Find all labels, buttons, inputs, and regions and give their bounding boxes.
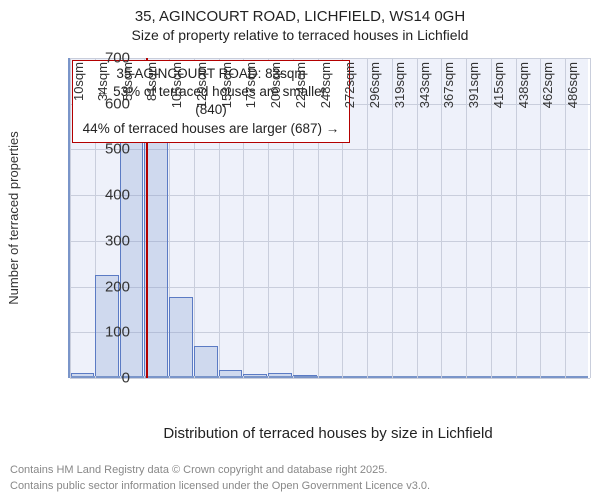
xtick-label: 129sqm	[194, 62, 209, 108]
xtick-label: 10sqm	[71, 62, 86, 101]
xtick-label: 415sqm	[491, 62, 506, 108]
xtick-label: 438sqm	[516, 62, 531, 108]
xtick-label: 343sqm	[417, 62, 432, 108]
xtick-label: 153sqm	[219, 62, 234, 108]
xtick-label: 391sqm	[466, 62, 481, 108]
plot-area: 35 AGINCOURT ROAD: 83sqm ← 53% of terrac…	[68, 58, 588, 378]
ytick-label: 500	[70, 141, 130, 158]
histogram-bar[interactable]	[169, 297, 193, 376]
chart-footer: Contains HM Land Registry data © Crown c…	[10, 463, 430, 494]
histogram-bar[interactable]	[243, 374, 267, 376]
ytick-label: 400	[70, 187, 130, 204]
xtick-label: 248sqm	[318, 62, 333, 108]
histogram-bar[interactable]	[268, 373, 292, 376]
chart-container: 35, AGINCOURT ROAD, LICHFIELD, WS14 0GH …	[0, 0, 600, 500]
annotation-line-larger: 44% of terraced houses are larger (687) …	[81, 120, 341, 138]
footer-line2: Contains public sector information licen…	[10, 479, 430, 494]
chart-subtitle: Size of property relative to terraced ho…	[0, 27, 600, 43]
xtick-label: 81sqm	[144, 62, 159, 101]
xtick-label: 177sqm	[243, 62, 258, 108]
ytick-label: 100	[70, 324, 130, 341]
xtick-label: 58sqm	[120, 62, 135, 101]
xtick-label: 319sqm	[392, 62, 407, 108]
xtick-label: 367sqm	[441, 62, 456, 108]
x-axis-label: Distribution of terraced houses by size …	[68, 425, 588, 442]
xtick-label: 105sqm	[169, 62, 184, 108]
xtick-label: 200sqm	[268, 62, 283, 108]
y-axis-label: Number of terraced properties	[6, 58, 21, 378]
xtick-label: 272sqm	[342, 62, 357, 108]
gridline-horizontal	[70, 378, 590, 379]
xtick-label: 34sqm	[95, 62, 110, 101]
chart-titles: 35, AGINCOURT ROAD, LICHFIELD, WS14 0GH …	[0, 0, 600, 43]
histogram-bar[interactable]	[293, 375, 317, 376]
footer-line1: Contains HM Land Registry data © Crown c…	[10, 463, 430, 478]
histogram-bar[interactable]	[194, 346, 218, 376]
chart-title: 35, AGINCOURT ROAD, LICHFIELD, WS14 0GH	[0, 8, 600, 25]
xtick-label: 486sqm	[565, 62, 580, 108]
xtick-label: 224sqm	[293, 62, 308, 108]
xtick-label: 462sqm	[540, 62, 555, 108]
ytick-label: 0	[70, 370, 130, 387]
xtick-label: 296sqm	[367, 62, 382, 108]
ytick-label: 300	[70, 232, 130, 249]
ytick-label: 200	[70, 278, 130, 295]
gridline-vertical	[590, 58, 591, 378]
histogram-bar[interactable]	[219, 370, 243, 376]
